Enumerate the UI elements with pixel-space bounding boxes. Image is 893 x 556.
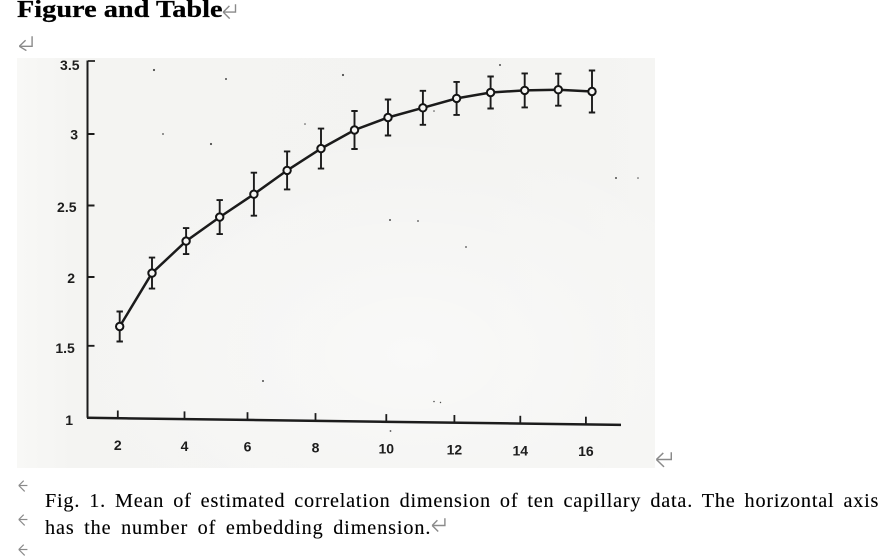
svg-text:2: 2 [114,437,122,453]
svg-text:3.5: 3.5 [60,58,80,73]
svg-text:8: 8 [312,440,320,456]
svg-text:6: 6 [244,439,252,455]
svg-text:1.5: 1.5 [55,340,75,356]
svg-text:12: 12 [447,442,463,458]
svg-text:10: 10 [379,441,395,457]
svg-text:16: 16 [578,443,594,459]
svg-text:4: 4 [181,438,189,454]
svg-text:3: 3 [70,127,78,143]
svg-text:2.5: 2.5 [57,199,77,215]
svg-text:1: 1 [65,412,73,428]
svg-text:14: 14 [513,442,529,458]
svg-text:2: 2 [67,270,75,286]
